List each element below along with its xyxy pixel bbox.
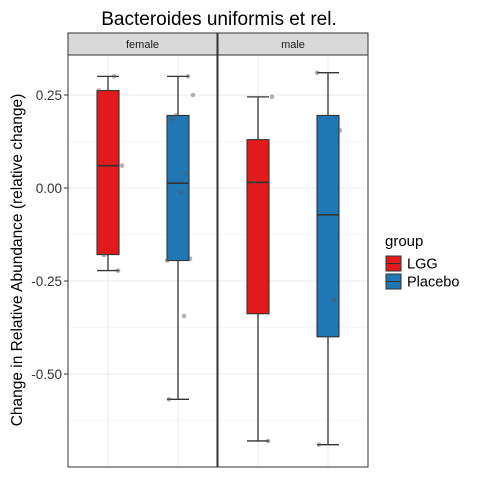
y-axis: 0.25 0.00 -0.25 -0.50 (31, 88, 68, 382)
data-point (316, 442, 322, 447)
facet-strip-label: male (281, 39, 305, 51)
facet-panels: female male (67, 32, 369, 468)
y-tick-label: 0.00 (36, 181, 62, 196)
data-point (331, 297, 337, 302)
box-female-Placebo (164, 74, 196, 402)
data-point (111, 74, 117, 79)
legend-item-lgg: LGG (385, 255, 438, 273)
data-point (119, 163, 125, 168)
data-point (184, 170, 190, 176)
facet-strip-label: female (126, 39, 159, 51)
box-male-Placebo (314, 70, 343, 447)
data-point (96, 88, 102, 93)
y-tick-label: -0.50 (31, 367, 62, 382)
data-point (178, 190, 184, 195)
box-female-LGG (96, 74, 125, 273)
data-point (269, 94, 275, 100)
panel-background (218, 55, 368, 467)
y-tick-label: -0.25 (31, 274, 62, 289)
data-point (190, 92, 196, 98)
box-iqr (246, 139, 270, 315)
data-point (181, 313, 187, 319)
data-point (314, 70, 320, 75)
data-point (337, 128, 343, 133)
box-iqr (96, 89, 120, 256)
chart-title: Bacteroides uniformis et rel. (101, 9, 337, 30)
data-point (251, 180, 257, 185)
panel-background (68, 55, 217, 467)
data-point (115, 268, 121, 273)
y-axis-title: Change in Relative Abundance (relative c… (9, 94, 26, 427)
legend-label: LGG (407, 257, 438, 273)
data-point (173, 113, 179, 118)
legend-label: Placebo (407, 275, 459, 291)
data-point (101, 252, 107, 258)
data-point (187, 256, 193, 261)
box-male-LGG (246, 94, 275, 444)
data-point (185, 74, 191, 79)
box-iqr (316, 114, 340, 338)
y-tick-label: 0.25 (36, 88, 62, 103)
box-iqr (166, 114, 190, 262)
legend-title: group (385, 233, 423, 250)
data-point (265, 438, 271, 444)
panel-border (217, 54, 369, 468)
legend-item-placebo: Placebo (385, 273, 459, 291)
data-point (166, 396, 172, 402)
data-point (164, 258, 170, 263)
data-point (169, 116, 175, 122)
facet-panel-female: female (67, 32, 218, 468)
panel-border (67, 54, 218, 468)
facet-panel-male: male (217, 32, 369, 468)
legend: group LGG Placebo (385, 233, 459, 291)
